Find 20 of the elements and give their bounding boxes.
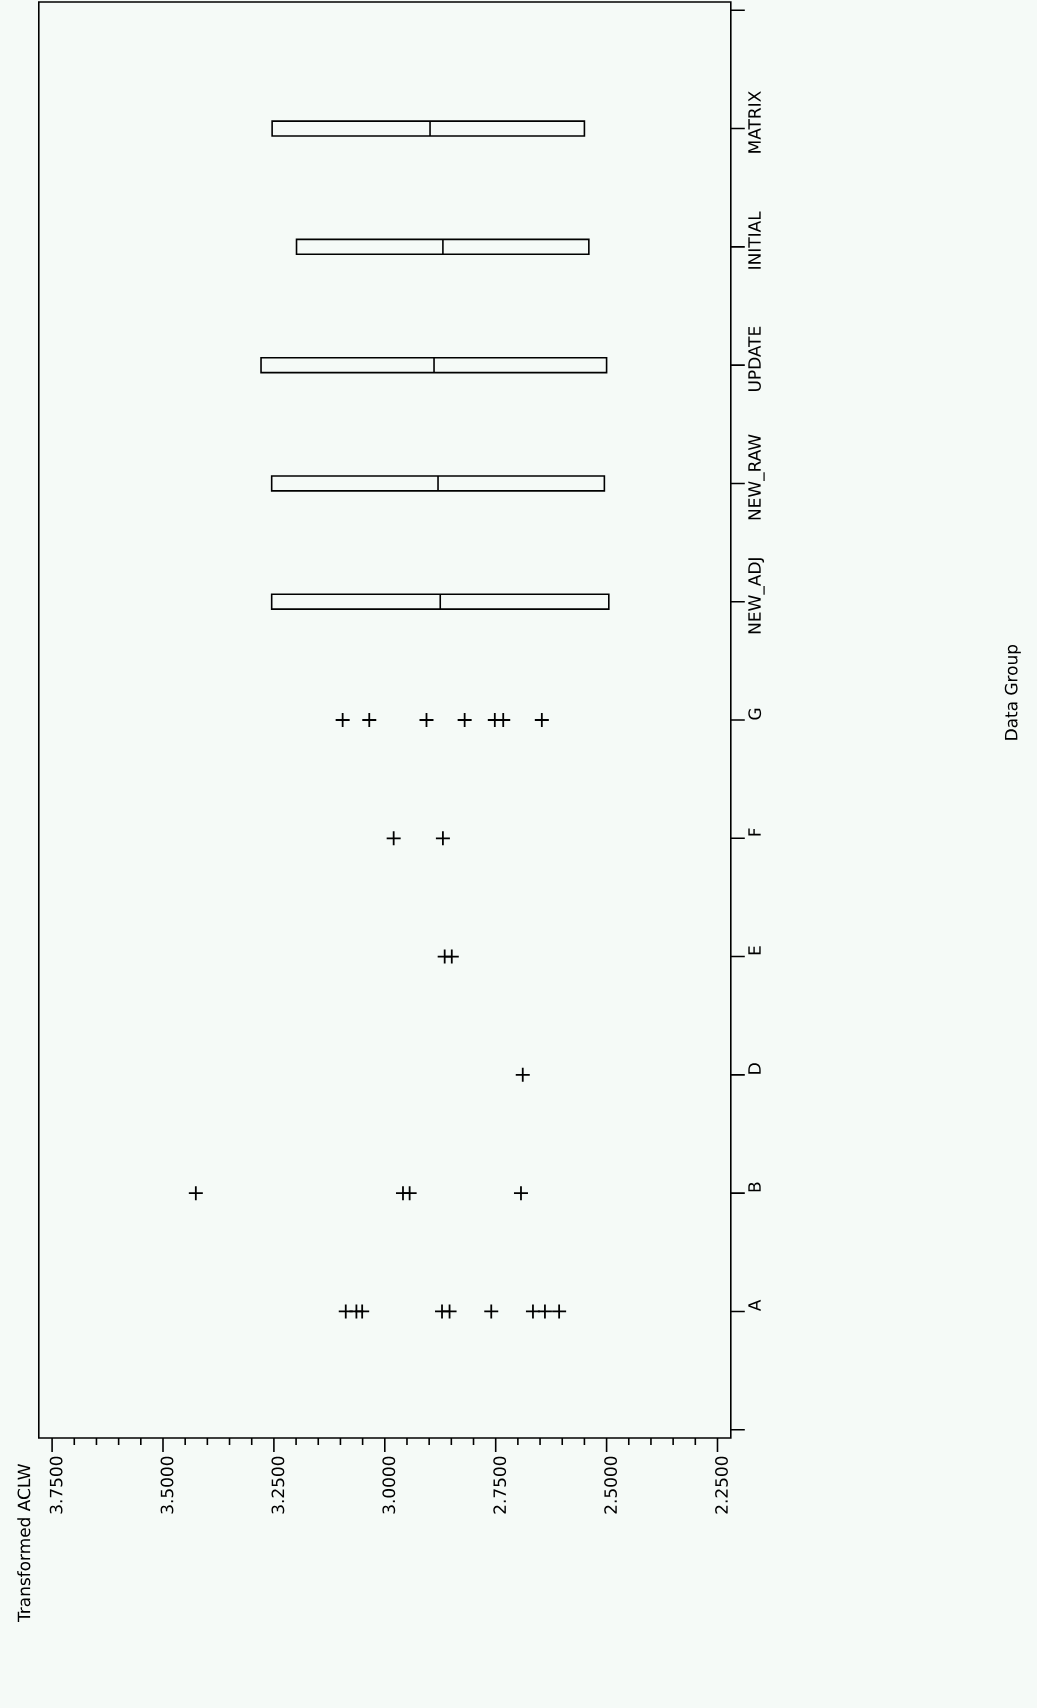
x-tick-label: 3.2500 bbox=[271, 1456, 285, 1514]
text: Data Group bbox=[1004, 644, 1021, 740]
y-tick-label: A bbox=[748, 1299, 761, 1312]
text: Transformed ACLW bbox=[17, 1464, 31, 1623]
x-tick-label: 3.7500 bbox=[49, 1456, 63, 1514]
x-tick-label: 2.5000 bbox=[604, 1456, 617, 1514]
y-tick-label: D bbox=[748, 1063, 761, 1074]
y-tick-label: MATRIX bbox=[748, 91, 761, 153]
y-tick-label: E bbox=[748, 946, 761, 955]
y-tick-label: NEW_ADJ bbox=[748, 558, 765, 634]
x-tick-label: 3.5000 bbox=[160, 1456, 174, 1514]
y-tick-label: NEW_RAW bbox=[748, 434, 765, 520]
y-tick-label: UPDATE bbox=[748, 326, 761, 392]
y-tick-label: F bbox=[748, 828, 761, 836]
y-tick-label: B bbox=[748, 1182, 761, 1192]
x-tick-label: 2.2500 bbox=[715, 1456, 728, 1514]
y-tick-label: G bbox=[748, 708, 762, 720]
x-tick-label: 2.7500 bbox=[493, 1456, 507, 1514]
x-tick-label: 3.0000 bbox=[382, 1456, 396, 1514]
y-tick-label: INITIAL bbox=[748, 211, 761, 269]
